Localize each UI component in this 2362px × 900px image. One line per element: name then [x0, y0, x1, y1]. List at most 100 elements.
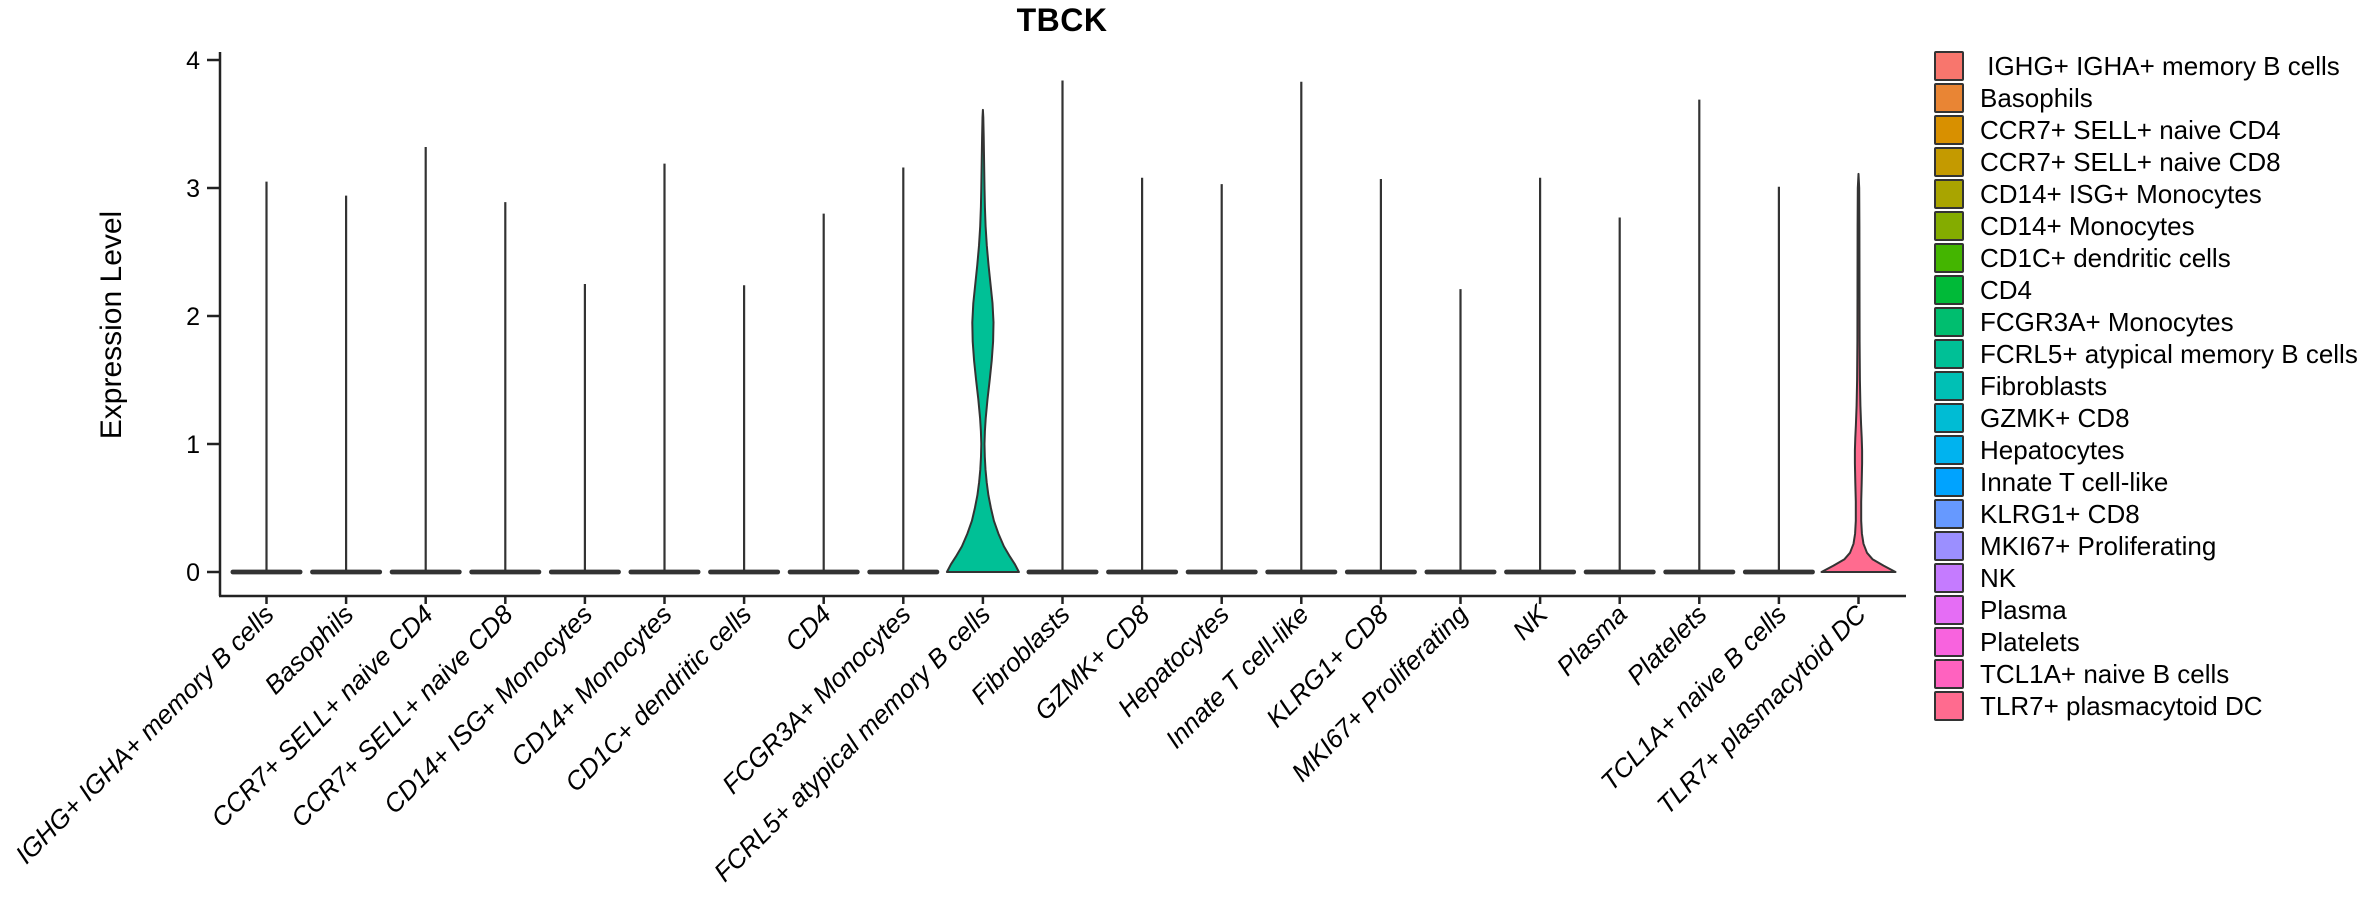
color-swatch: [1934, 115, 1964, 145]
violin-base: [1185, 569, 1258, 575]
legend-item: MKI67+ Proliferating: [1934, 531, 2358, 561]
color-swatch: [1934, 275, 1964, 305]
color-swatch: [1934, 147, 1964, 177]
violin-base: [1504, 569, 1577, 575]
legend-item: Plasma: [1934, 595, 2358, 625]
violin-mki67-proliferating: [1424, 289, 1497, 575]
legend-label: TLR7+ plasmacytoid DC: [1980, 691, 2263, 721]
legend: IGHG+ IGHA+ memory B cells Basophils CCR7+…: [1934, 51, 2358, 723]
legend-item: FCRL5+ atypical memory B cells: [1934, 339, 2358, 369]
violin-cd14-monocytes: [628, 163, 701, 575]
legend-label: GZMK+ CD8: [1980, 403, 2130, 433]
violin-base: [1424, 569, 1497, 575]
legend-label: CD14+ ISG+ Monocytes: [1980, 179, 2262, 209]
color-swatch: [1934, 179, 1964, 209]
x-tick-label: IGHG+ IGHA+ memory B cells: [9, 599, 279, 869]
legend-label: MKI67+ Proliferating: [1980, 531, 2217, 561]
color-swatch: [1934, 83, 1964, 113]
violin-gzmk-cd8: [1106, 177, 1179, 575]
violin-platelets: [1663, 99, 1736, 575]
violin-cd1c-dendritic-cells: [708, 285, 781, 575]
violin-klrg1-cd8: [1344, 179, 1417, 575]
x-tick-label: NK: [1507, 598, 1555, 646]
violin-base: [389, 569, 462, 575]
color-swatch: [1934, 211, 1964, 241]
color-swatch: [1934, 467, 1964, 497]
legend-label: Innate T cell-like: [1980, 467, 2169, 497]
color-swatch: [1934, 691, 1964, 721]
legend-label: NK: [1980, 563, 2017, 593]
legend-label: Plasma: [1980, 595, 2067, 625]
color-swatch: [1934, 371, 1964, 401]
color-swatch: [1934, 339, 1964, 369]
legend-item: CCR7+ SELL+ naive CD8: [1934, 147, 2358, 177]
legend-label: KLRG1+ CD8: [1980, 499, 2140, 529]
color-swatch: [1934, 627, 1964, 657]
violin-hepatocytes: [1185, 184, 1258, 575]
violin-fibroblasts: [1026, 80, 1099, 575]
y-tick-label: 0: [186, 559, 200, 587]
violin-fcgr3a-monocytes: [867, 167, 940, 575]
violin-cd4: [787, 213, 860, 575]
x-tick-label: Innate T cell-like: [1159, 599, 1314, 754]
violin-base: [1663, 569, 1736, 575]
violin-base: [310, 569, 383, 575]
violin-ccr7-sell-naive-cd8: [469, 202, 542, 575]
legend-label: Platelets: [1980, 627, 2080, 657]
violin-base: [1583, 569, 1656, 575]
violin-nk: [1504, 177, 1577, 575]
violin-cd14-isg-monocytes: [548, 284, 621, 575]
legend-item: CD4: [1934, 275, 2358, 305]
violin-base: [1265, 569, 1338, 575]
violin-base: [1026, 569, 1099, 575]
y-tick-label: 1: [186, 431, 200, 459]
violin-fcrl5-atypical-memory-b-cells: [945, 108, 1020, 573]
violin-ccr7-sell-naive-cd4: [389, 147, 462, 575]
legend-item: CD14+ Monocytes: [1934, 211, 2358, 241]
legend-item: TCL1A+ naive B cells: [1934, 659, 2358, 689]
violin-base: [628, 569, 701, 575]
legend-item: CCR7+ SELL+ naive CD4: [1934, 115, 2358, 145]
violin-base: [1344, 569, 1417, 575]
color-swatch: [1934, 499, 1964, 529]
violin-base: [230, 569, 303, 575]
y-tick-label: 3: [186, 175, 200, 203]
violin-base: [708, 569, 781, 575]
legend-label: CD14+ Monocytes: [1980, 211, 2195, 241]
violin-base: [548, 569, 621, 575]
legend-item: Fibroblasts: [1934, 371, 2358, 401]
color-swatch: [1934, 659, 1964, 689]
violin-plasma: [1583, 217, 1656, 575]
legend-label: CCR7+ SELL+ naive CD4: [1980, 115, 2281, 145]
y-tick-label: 4: [186, 47, 200, 75]
legend-label: FCGR3A+ Monocytes: [1980, 307, 2234, 337]
legend-label: Basophils: [1980, 83, 2093, 113]
color-swatch: [1934, 51, 1964, 81]
legend-label: FCRL5+ atypical memory B cells: [1980, 339, 2358, 369]
color-swatch: [1934, 403, 1964, 433]
violin-base: [1106, 569, 1179, 575]
legend-item: TLR7+ plasmacytoid DC: [1934, 691, 2358, 721]
legend-label: CD1C+ dendritic cells: [1980, 243, 2231, 273]
legend-item: Innate T cell-like: [1934, 467, 2358, 497]
legend-label: Fibroblasts: [1980, 371, 2108, 401]
y-tick-label: 2: [186, 303, 200, 331]
legend-label: TCL1A+ naive B cells: [1980, 659, 2230, 689]
legend-item: Platelets: [1934, 627, 2358, 657]
legend-item: FCGR3A+ Monocytes: [1934, 307, 2358, 337]
color-swatch: [1934, 595, 1964, 625]
violin-base: [469, 569, 542, 575]
violin-innate-t-cell-like: [1265, 81, 1338, 575]
legend-label: Hepatocytes: [1980, 435, 2125, 465]
violin-base: [867, 569, 940, 575]
legend-label: CCR7+ SELL+ naive CD8: [1980, 147, 2281, 177]
legend-item: Basophils: [1934, 83, 2358, 113]
color-swatch: [1934, 435, 1964, 465]
violin-tlr7-plasmacytoid-dc: [1820, 172, 1897, 573]
violin-shape: [1820, 172, 1897, 573]
legend-item: CD14+ ISG+ Monocytes: [1934, 179, 2358, 209]
legend-item: Hepatocytes: [1934, 435, 2358, 465]
legend-label: CD4: [1980, 275, 2033, 305]
x-tick-label: CD4: [779, 599, 837, 657]
